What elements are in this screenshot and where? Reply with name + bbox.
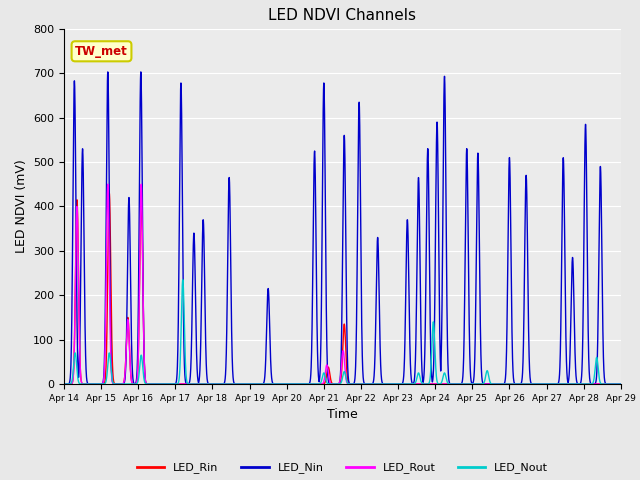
Text: TW_met: TW_met xyxy=(75,45,128,58)
LED_Nout xyxy=(422,381,430,387)
LED_Rout xyxy=(518,381,526,387)
LED_Rout xyxy=(60,381,68,387)
LED_Nin xyxy=(422,235,430,241)
Line: LED_Nout: LED_Nout xyxy=(64,280,621,384)
LED_Rin xyxy=(518,381,526,387)
LED_Nout xyxy=(60,381,68,387)
LED_Rin xyxy=(273,381,281,387)
Y-axis label: LED NDVI (mV): LED NDVI (mV) xyxy=(15,159,28,253)
LED_Nout xyxy=(518,381,526,387)
LED_Rout xyxy=(273,381,281,387)
LED_Nin xyxy=(394,381,402,387)
LED_Nout xyxy=(273,381,281,387)
Legend: LED_Rin, LED_Nin, LED_Rout, LED_Nout: LED_Rin, LED_Nin, LED_Rout, LED_Nout xyxy=(132,458,552,478)
LED_Nin xyxy=(287,381,295,387)
LED_Rout xyxy=(138,181,145,187)
LED_Nin xyxy=(161,381,169,387)
LED_Nin xyxy=(137,69,145,75)
LED_Rin xyxy=(60,381,68,387)
LED_Rout xyxy=(195,381,202,387)
LED_Rin xyxy=(476,381,483,387)
LED_Rin xyxy=(422,381,430,387)
LED_Nin xyxy=(476,270,483,276)
Line: LED_Rin: LED_Rin xyxy=(64,193,621,384)
LED_Nout xyxy=(476,381,483,387)
LED_Rout xyxy=(394,381,402,387)
LED_Rin xyxy=(195,381,202,387)
LED_Rout xyxy=(617,381,625,387)
Line: LED_Rout: LED_Rout xyxy=(64,184,621,384)
LED_Nout xyxy=(161,381,169,387)
LED_Nout xyxy=(179,277,187,283)
LED_Rin xyxy=(394,381,402,387)
LED_Nin xyxy=(518,377,526,383)
X-axis label: Time: Time xyxy=(327,408,358,421)
LED_Nout xyxy=(617,381,625,387)
LED_Nin xyxy=(60,381,68,387)
LED_Rin xyxy=(617,381,625,387)
Title: LED NDVI Channels: LED NDVI Channels xyxy=(268,9,417,24)
LED_Rin xyxy=(138,190,145,196)
Line: LED_Nin: LED_Nin xyxy=(64,72,621,384)
LED_Rout xyxy=(161,381,169,387)
LED_Nin xyxy=(617,381,625,387)
LED_Rin xyxy=(161,381,169,387)
LED_Rout xyxy=(422,381,430,387)
LED_Nout xyxy=(236,381,244,387)
LED_Nin xyxy=(273,381,281,387)
LED_Rout xyxy=(476,381,483,387)
LED_Nout xyxy=(394,381,402,387)
